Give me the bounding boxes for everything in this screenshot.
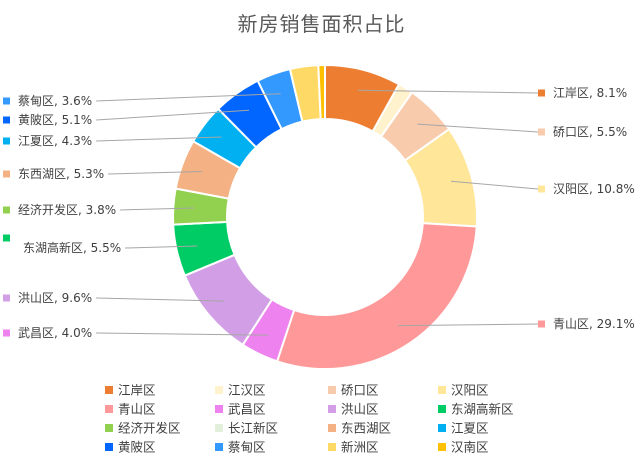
legend-swatch-洪山区 [328, 405, 336, 413]
legend-swatch-长江新区 [215, 424, 223, 432]
data-label-蔡甸区: 蔡甸区, 3.6% [18, 94, 92, 108]
data-label-硚口区: 硚口区, 5.5% [553, 125, 627, 139]
label-marker-硚口区 [538, 128, 545, 136]
leader-line-江岸区 [357, 89, 539, 94]
label-marker-黄陂区 [3, 116, 10, 124]
label-marker-青山区 [538, 320, 545, 328]
data-label-洪山区: 洪山区, 9.6% [18, 291, 92, 305]
legend-label-江汉区: 江汉区 [228, 383, 266, 398]
legend-label-东西湖区: 东西湖区 [341, 421, 391, 436]
leader-line-汉阳区 [450, 180, 539, 190]
legend-swatch-江夏区 [438, 424, 446, 432]
data-label-汉阳区: 汉阳区, 10.8% [553, 182, 635, 196]
leader-line-青山区 [398, 323, 539, 327]
legend-swatch-经济开发区 [105, 424, 113, 432]
legend-swatch-东西湖区 [328, 424, 336, 432]
slices [172, 63, 478, 370]
label-marker-蔡甸区 [3, 97, 10, 105]
legend-label-江岸区: 江岸区 [118, 383, 156, 398]
data-label-武昌区: 武昌区, 4.0% [18, 326, 92, 340]
legend-swatch-武昌区 [215, 405, 223, 413]
legend-swatch-东湖高新区 [438, 405, 446, 413]
label-marker-江岸区 [538, 89, 545, 97]
leader-line-洪山区 [96, 297, 225, 302]
leader-line-东湖高新区 [125, 245, 198, 249]
label-marker-东湖高新区 [3, 234, 10, 242]
legend-label-硚口区: 硚口区 [341, 383, 379, 398]
label-marker-江夏区 [3, 137, 10, 145]
data-label-经济开发区: 经济开发区, 3.8% [18, 202, 116, 217]
label-marker-武昌区 [3, 329, 10, 337]
legend-label-新洲区: 新洲区 [341, 440, 379, 455]
leader-line-硚口区 [417, 123, 539, 133]
legend-swatch-江汉区 [215, 386, 223, 394]
legend-label-汉阳区: 汉阳区 [451, 383, 489, 398]
legend-label-洪山区: 洪山区 [341, 402, 379, 417]
legend-label-黄陂区: 黄陂区 [118, 440, 156, 455]
legend-label-长江新区: 长江新区 [228, 421, 278, 436]
legend-swatch-汉阳区 [438, 386, 446, 394]
data-label-东西湖区: 东西湖区, 5.3% [18, 166, 104, 181]
data-label-黄陂区: 黄陂区, 5.1% [18, 112, 92, 127]
legend-label-汉南区: 汉南区 [451, 440, 489, 455]
legend-label-经济开发区: 经济开发区 [118, 421, 181, 436]
data-label-青山区: 青山区, 29.1% [553, 317, 635, 331]
leader-line-黄陂区 [96, 109, 250, 121]
legend-label-武昌区: 武昌区 [228, 402, 266, 417]
legend-label-东湖高新区: 东湖高新区 [451, 402, 514, 417]
legend-swatch-蔡甸区 [215, 443, 223, 451]
label-marker-东西湖区 [3, 170, 10, 178]
legend-swatch-江岸区 [105, 386, 113, 394]
slice-青山区 [275, 222, 478, 370]
legend-label-江夏区: 江夏区 [451, 421, 489, 436]
data-labels: 江岸区, 8.1% 硚口区, 5.5% 汉阳区, 10.8% 青山区, 29.1% 武昌… [3, 86, 635, 340]
data-label-江岸区: 江岸区, 8.1% [553, 86, 627, 100]
label-marker-经济开发区 [3, 206, 10, 214]
label-marker-洪山区 [3, 294, 10, 302]
leader-line-东西湖区 [108, 170, 203, 175]
legend-swatch-青山区 [105, 405, 113, 413]
legend-label-青山区: 青山区 [118, 402, 156, 417]
legend-swatch-汉南区 [438, 443, 446, 451]
data-label-江夏区: 江夏区, 4.3% [18, 134, 92, 148]
data-label-东湖高新区: 东湖高新区, 5.5% [23, 240, 121, 255]
leader-line-蔡甸区 [96, 93, 281, 102]
slice-汉南区 [317, 63, 326, 121]
leader-line-江夏区 [96, 136, 222, 142]
leader-line-武昌区 [96, 332, 269, 336]
leader-line-经济开发区 [120, 207, 195, 211]
legend-swatch-新洲区 [328, 443, 336, 451]
chart-title: 新房销售面积占比 [237, 12, 406, 36]
label-marker-汉阳区 [538, 185, 545, 193]
legend-swatch-黄陂区 [105, 443, 113, 451]
legend-label-蔡甸区: 蔡甸区 [228, 440, 266, 455]
legend-swatch-硚口区 [328, 386, 336, 394]
